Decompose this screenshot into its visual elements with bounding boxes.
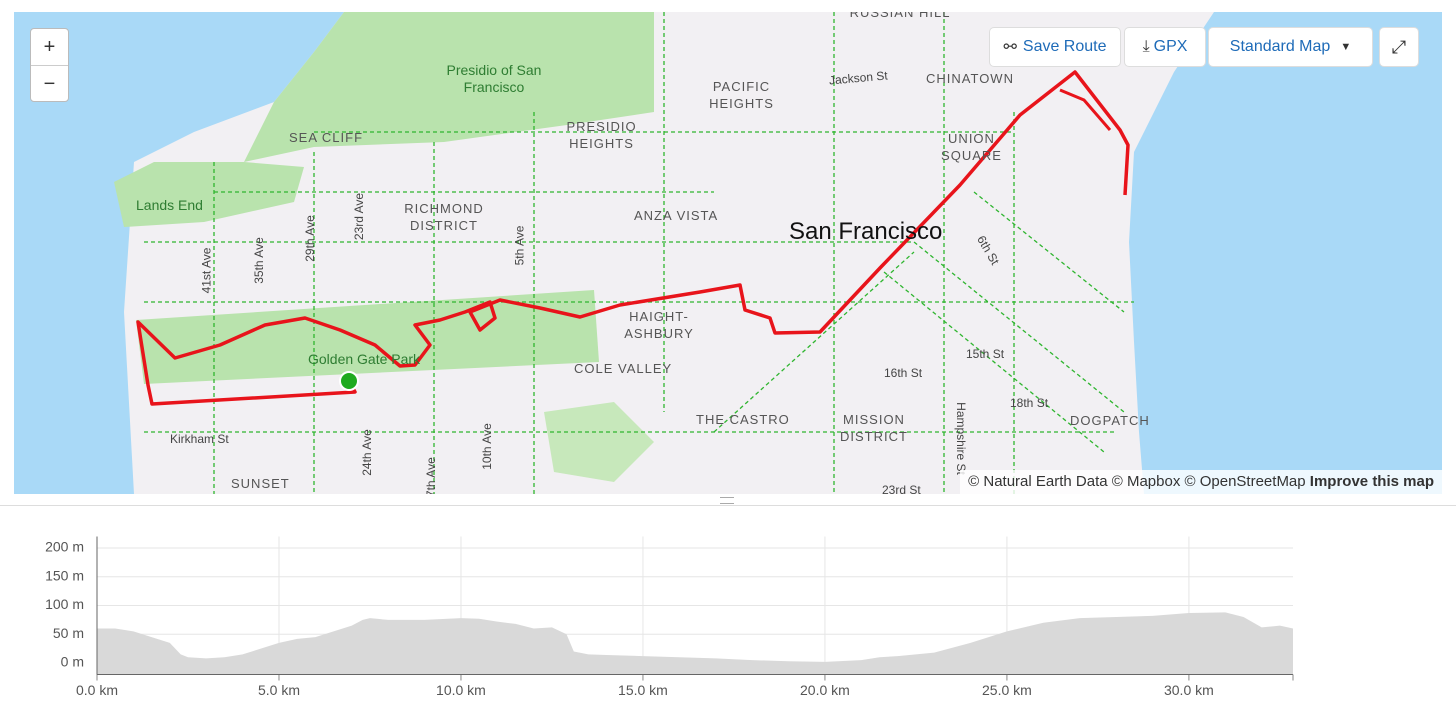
map-label: HAIGHT-ASHBURY	[624, 309, 694, 341]
y-tick-label: 50 m	[53, 625, 84, 641]
route	[136, 70, 1130, 406]
map-label: 23rd St	[882, 483, 921, 494]
x-tick-label: 20.0 km	[800, 682, 850, 698]
map-label: RICHMOND DISTRICT	[404, 201, 484, 233]
attribution-text: © Natural Earth Data © Mapbox © OpenStre…	[968, 473, 1306, 490]
map-style-dropdown[interactable]: Standard Map ▼	[1209, 28, 1372, 66]
divider	[0, 505, 1456, 506]
map-label: SEA CLIFF	[289, 130, 364, 145]
x-tick-label: 15.0 km	[618, 682, 668, 698]
map-label: 23rd Ave	[352, 192, 367, 241]
map-label: THE CASTRO	[696, 412, 790, 427]
map-label: Lands End	[136, 197, 203, 213]
fullscreen-button[interactable]: ⤢	[1380, 28, 1418, 66]
map-label: 16th St	[884, 366, 923, 380]
map-label: 41st Ave	[199, 247, 214, 294]
elevation-area	[97, 612, 1293, 675]
start-marker	[339, 371, 359, 391]
map-label: San Francisco	[789, 218, 943, 245]
x-tick-label: 10.0 km	[436, 682, 486, 698]
save-route-button[interactable]: ⚯ Save Route	[990, 28, 1120, 66]
map-label: SUNSET	[231, 476, 290, 491]
map-label: UNION SQUARE	[941, 131, 1002, 163]
x-tick-label: 25.0 km	[982, 682, 1032, 698]
golden-gate-park	[136, 290, 599, 384]
map-label: COLE VALLEY	[574, 361, 673, 376]
elevation-chart: 0 m 50 m 100 m 150 m 200 m 0.0 km 5.0 km 10.0 k…	[45, 536, 1294, 698]
presidio	[244, 12, 654, 162]
bike-lanes	[144, 12, 1134, 494]
x-tick-label: 30.0 km	[1164, 682, 1214, 698]
attribution: © Natural Earth Data © Mapbox © OpenStre…	[960, 470, 1442, 494]
y-tick-label: 150 m	[45, 567, 84, 583]
lands-end	[114, 162, 304, 227]
map-label: MISSION DISTRICT	[840, 412, 908, 444]
map-label: Kirkham St	[170, 432, 229, 446]
button-label: Save Route	[1022, 38, 1107, 55]
map-label: PACIFIC HEIGHTS	[709, 79, 774, 111]
map-label: 5th Ave	[512, 225, 527, 266]
map-label: 24th Ave	[359, 429, 374, 476]
map-label: CHINATOWN	[926, 71, 1014, 86]
map[interactable]: RUSSIAN HILL Presidio of San Francisco S…	[14, 12, 1442, 494]
map-label: 18th St	[1010, 396, 1049, 410]
map-label: Hampshire St	[953, 402, 968, 475]
zoom-control: + −	[30, 28, 69, 102]
zoom-in[interactable]: +	[31, 29, 68, 66]
x-tick-label: 5.0 km	[258, 682, 300, 698]
map-label: Golden Gate Park	[308, 351, 421, 367]
zoom-out[interactable]: −	[43, 73, 56, 95]
map-label: 15th St	[966, 347, 1005, 361]
map-label: 35th Ave	[251, 237, 266, 284]
improve-link[interactable]: Improve this map	[1309, 473, 1434, 490]
map-label: 29th Ave	[302, 215, 317, 262]
map-label: PRESIDIO HEIGHTS	[566, 119, 637, 151]
y-tick-label: 0 m	[61, 654, 84, 670]
map-label: Presidio of San Francisco	[446, 62, 542, 95]
map-label: DOGPATCH	[1070, 413, 1150, 428]
map-label: 10th Ave	[479, 423, 494, 470]
gpx-button[interactable]: ⤓ GPX	[1125, 28, 1205, 66]
map-label: ANZA VISTA	[634, 208, 719, 223]
y-tick-label: 100 m	[45, 596, 84, 612]
map-label: RUSSIAN HILL	[849, 12, 951, 20]
y-tick-label: 200 m	[45, 539, 84, 555]
map-canvas	[14, 12, 1442, 494]
resize-handle[interactable]	[720, 497, 734, 504]
button-label: Standard Map	[1229, 38, 1331, 55]
x-tick-label: 0.0 km	[76, 682, 118, 698]
route-loop	[1059, 88, 1112, 131]
park	[544, 402, 654, 482]
button-label: GPX	[1153, 38, 1188, 55]
map-label: 17th Ave	[423, 457, 438, 494]
